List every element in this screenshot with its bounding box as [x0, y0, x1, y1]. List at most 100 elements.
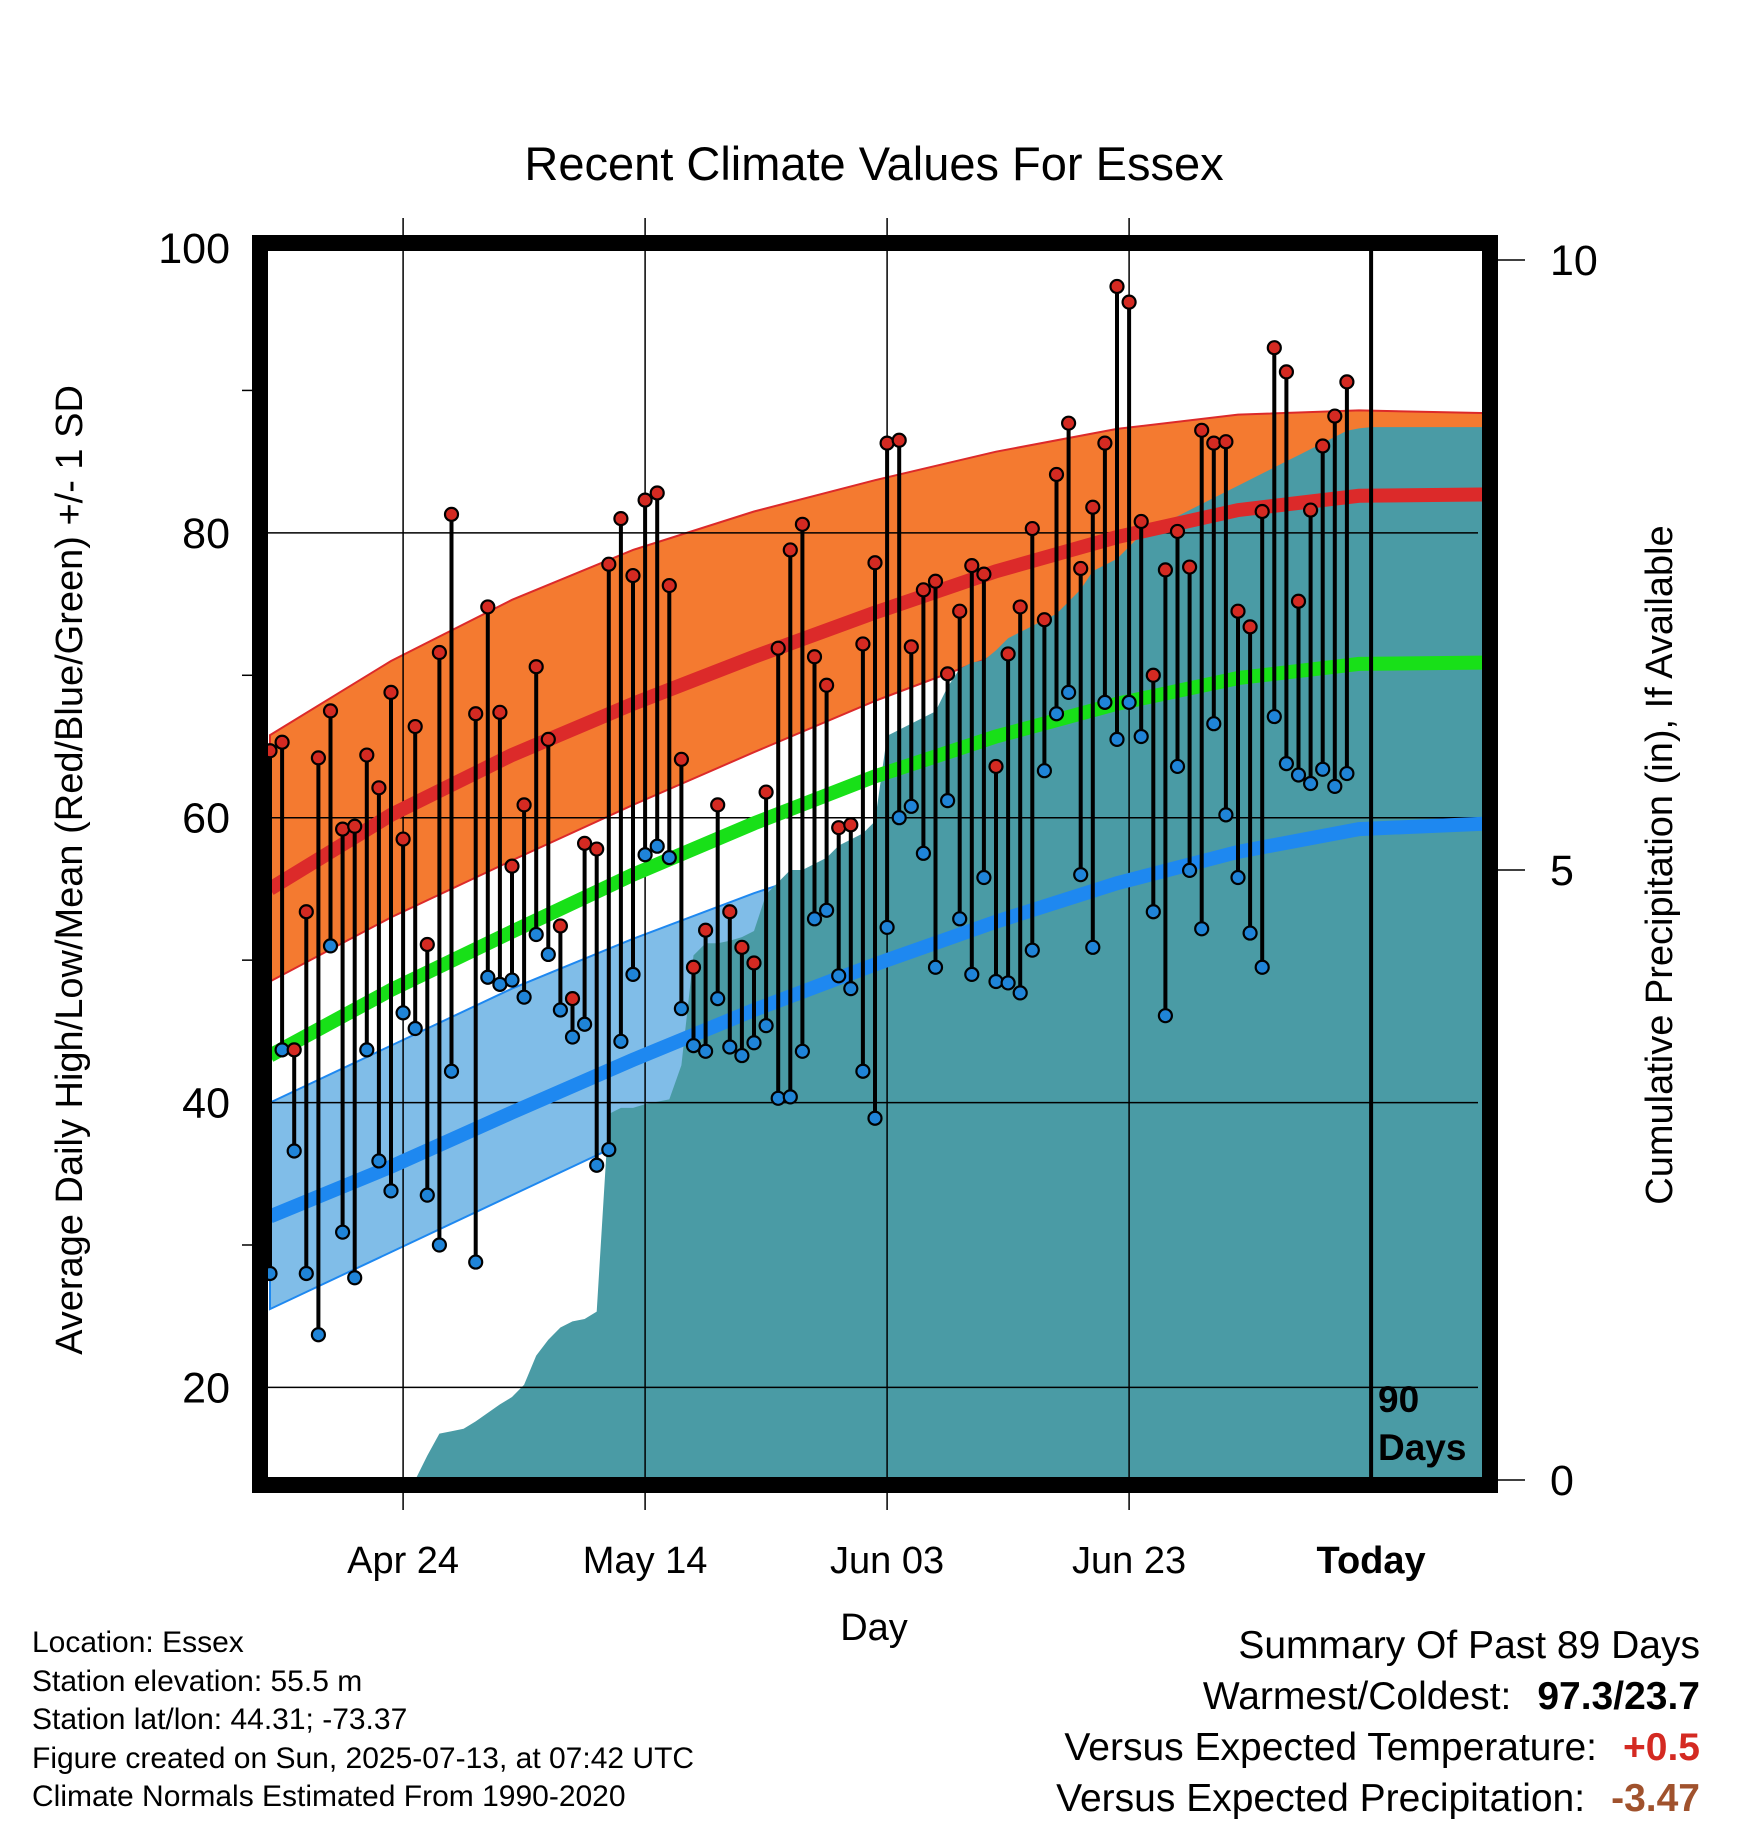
station-info: Location: Essex Station elevation: 55.5 …	[32, 1624, 694, 1817]
low-temp-point	[431, 1237, 447, 1253]
summary-temp: Versus Expected Temperature: +0.5	[1056, 1722, 1700, 1773]
high-temp-point	[794, 516, 811, 532]
low-temp-point	[734, 1047, 750, 1064]
low-temp-point	[710, 990, 726, 1007]
low-temp-point	[1278, 755, 1295, 772]
high-temp-point	[613, 511, 629, 527]
high-temp-point	[1048, 466, 1065, 483]
low-temp-point	[806, 911, 823, 927]
high-temp-point	[528, 659, 544, 675]
high-temp-point	[1315, 438, 1331, 454]
low-temp-point	[1145, 904, 1161, 920]
high-temp-point	[673, 751, 690, 767]
high-temp-point	[1242, 619, 1258, 635]
high-temp-point	[879, 435, 895, 451]
x-tick-label: May 14	[583, 1540, 708, 1582]
high-temp-point	[274, 734, 290, 750]
high-temp-point	[359, 747, 375, 763]
high-temp-point	[480, 599, 496, 615]
low-temp-point	[564, 1029, 581, 1045]
high-temp-point	[1278, 364, 1295, 380]
low-temp-point	[1290, 767, 1307, 783]
chart-title: Recent Climate Values For Essex	[524, 137, 1223, 190]
low-temp-point	[1254, 959, 1270, 975]
high-temp-point	[564, 990, 581, 1007]
low-temp-point	[335, 1224, 351, 1240]
low-temp-point	[1073, 867, 1089, 883]
high-temp-point	[831, 820, 847, 836]
low-temp-point	[576, 1016, 593, 1032]
high-temp-point	[407, 718, 423, 735]
low-temp-point	[1242, 925, 1258, 941]
temp-label: Versus Expected Temperature:	[1064, 1726, 1597, 1769]
low-temp-point	[1169, 758, 1186, 775]
high-temp-point	[492, 704, 508, 720]
low-temp-point	[964, 966, 980, 982]
high-temp-point	[1073, 560, 1089, 577]
low-temp-point	[831, 968, 847, 984]
x-tick-label: Jun 23	[1072, 1540, 1186, 1582]
high-temp-point	[371, 780, 387, 796]
high-temp-point	[927, 573, 944, 589]
high-temp-point	[395, 831, 411, 847]
low-temp-point	[504, 972, 520, 988]
high-temp-point	[843, 817, 859, 833]
high-temp-point	[661, 577, 677, 594]
low-temp-point	[1302, 775, 1319, 792]
high-temp-point	[722, 904, 738, 920]
high-temp-point	[383, 684, 399, 700]
info-elevation: Station elevation: 55.5 m	[32, 1664, 363, 1698]
high-temp-point	[335, 821, 351, 837]
low-temp-point	[383, 1183, 399, 1199]
high-temp-point	[770, 640, 786, 656]
high-temp-point	[431, 644, 447, 661]
low-temp-point	[322, 938, 339, 954]
high-temp-point	[504, 858, 520, 874]
high-temp-point	[1218, 434, 1234, 450]
summary-precip: Versus Expected Precipitation: -3.47	[1056, 1773, 1700, 1824]
low-temp-point	[347, 1270, 363, 1286]
high-temp-point	[915, 582, 932, 598]
high-temp-point	[1145, 667, 1161, 683]
low-temp-point	[1012, 985, 1028, 1001]
y-tick-label: 60	[182, 795, 230, 843]
high-temp-point	[818, 677, 835, 693]
high-temp-point	[322, 703, 339, 719]
y-tick-label: 80	[182, 510, 230, 558]
low-temp-point	[746, 1035, 762, 1051]
high-temp-point	[1157, 562, 1174, 578]
y2-tick-label: 5	[1550, 847, 1574, 895]
high-temp-point	[903, 639, 919, 655]
low-temp-point	[722, 1039, 738, 1055]
x-tick-label: Today	[1317, 1540, 1426, 1582]
low-temp-point	[1339, 765, 1355, 782]
low-temp-point	[770, 1090, 786, 1106]
high-temp-point	[952, 603, 968, 619]
low-temp-point	[1000, 975, 1016, 991]
low-temp-point	[879, 919, 895, 935]
high-temp-point	[939, 666, 956, 682]
high-temp-point	[1133, 513, 1149, 530]
low-temp-point	[867, 1110, 883, 1126]
high-temp-point	[891, 432, 907, 448]
low-temp-point	[552, 1002, 569, 1018]
high-temp-point	[685, 959, 702, 975]
low-temp-point	[891, 810, 907, 826]
high-temp-point	[1109, 278, 1125, 295]
high-temp-point	[1290, 593, 1307, 609]
info-latlon: Station lat/lon: 44.31; -73.37	[32, 1703, 408, 1736]
low-temp-point	[685, 1037, 702, 1054]
high-temp-point	[1206, 435, 1222, 451]
high-temp-point	[1085, 499, 1101, 515]
low-temp-point	[1085, 939, 1101, 955]
high-temp-point	[1254, 503, 1270, 520]
temp-value: +0.5	[1623, 1726, 1700, 1769]
high-temp-point	[589, 841, 605, 857]
high-temp-point	[1181, 559, 1198, 575]
low-temp-point	[758, 1018, 774, 1034]
high-temp-point	[710, 797, 726, 813]
low-temp-point	[661, 849, 677, 866]
summary-title: Summary Of Past 89 Days	[1238, 1624, 1700, 1667]
high-temp-point	[1302, 502, 1319, 518]
